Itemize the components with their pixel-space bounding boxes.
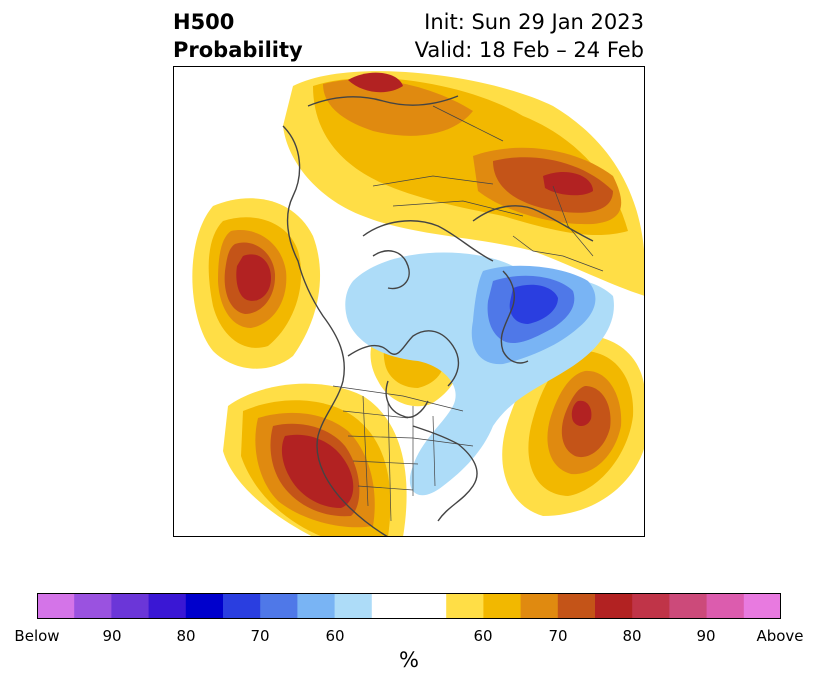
colorbar-bin [557,593,596,619]
title-variable: H500 [173,10,235,34]
tick-label-above-80: 80 [622,627,642,645]
below-normal-arctic [345,252,614,496]
probability-map [173,66,645,537]
colorbar [37,593,781,619]
init-date: Init: Sun 29 Jan 2023 [424,10,644,34]
colorbar-bin [743,593,781,619]
colorbar-bin [632,593,670,619]
tick-label-above-90: 90 [696,627,716,645]
tick-label-below-70: 70 [250,627,270,645]
colorbar-bin [334,593,373,619]
forecast-dates: Init: Sun 29 Jan 2023 Valid: 18 Feb – 24… [415,8,644,64]
colorbar-bin [148,593,187,619]
tick-label-below-60: 60 [325,627,345,645]
colorbar-bin [669,593,708,619]
colorbar-bin [223,593,261,619]
colorbar-bin [595,593,633,619]
colorbar-bin [297,593,336,619]
colorbar-bin [446,593,484,619]
tick-label-below-80: 80 [176,627,196,645]
colorbar-bin [74,593,112,619]
colorbar-bin [37,593,75,619]
tick-label-below-90: 90 [102,627,122,645]
tick-label-above: Above [756,627,804,645]
colorbar-bin [185,593,224,619]
colorbar-bin [111,593,150,619]
colorbar-bin [371,593,447,619]
colorbar-bin [706,593,745,619]
colorbar-bin [520,593,559,619]
colorbar-unit: % [399,648,419,672]
colorbar-bin [483,593,522,619]
political-boundaries [332,105,604,522]
above-normal-north-atlantic-europe [283,71,645,296]
chart-title: H500 Probability [173,8,303,64]
valid-range: Valid: 18 Feb – 24 Feb [414,38,644,62]
above-normal-east-atlantic [502,335,645,516]
title-product: Probability [173,38,303,62]
tick-label-above-70: 70 [548,627,568,645]
colorbar-border [37,593,781,619]
tick-label-above-60: 60 [473,627,493,645]
above-normal-north-pacific [192,198,321,369]
colorbar-bin [260,593,298,619]
coastlines [282,95,594,537]
tick-label-below: Below [14,627,60,645]
